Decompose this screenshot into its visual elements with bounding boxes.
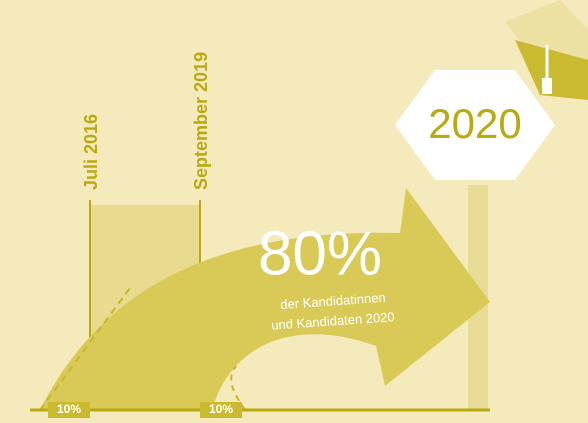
bottom-label: 10% <box>209 402 233 416</box>
dashed-line <box>230 365 246 411</box>
caption: der Kandidatinnen <box>280 290 386 312</box>
dashed-line <box>39 287 131 411</box>
percent: 80% <box>258 219 382 288</box>
hexagon <box>395 70 555 180</box>
bottom-label: 10% <box>57 402 81 416</box>
arrow <box>40 188 490 410</box>
year: 2020 <box>428 100 521 147</box>
label-bg <box>48 402 90 418</box>
graduation-cap <box>505 0 588 100</box>
start-date: Juli 2016 <box>81 114 101 190</box>
end-date: September 2019 <box>191 52 211 190</box>
label-bg <box>200 402 242 418</box>
